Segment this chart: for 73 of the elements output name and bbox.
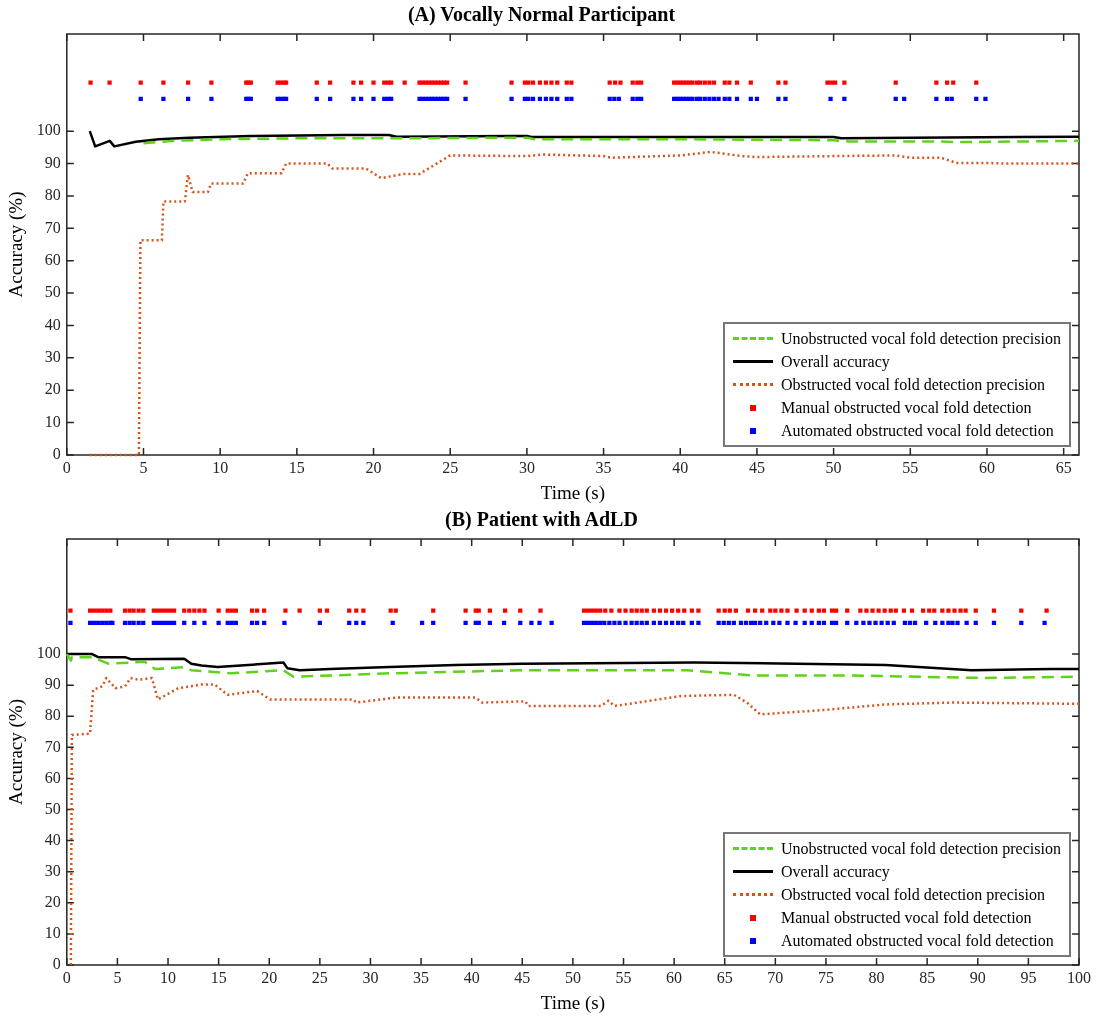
legend-label: Automated obstructed vocal fold detection xyxy=(781,421,1054,441)
x-tick-label: 100 xyxy=(1067,968,1091,986)
x-tick-label: 35 xyxy=(595,458,612,476)
legend-label: Overall accuracy xyxy=(781,352,890,373)
x-tick-label: 40 xyxy=(672,458,689,476)
x-tick-label: 70 xyxy=(767,968,784,986)
x-tick-label: 5 xyxy=(139,458,148,476)
x-tick-label: 50 xyxy=(825,458,842,476)
y-tick-label: 50 xyxy=(44,283,61,301)
x-axis-title: Time (s) xyxy=(540,991,606,1014)
x-tick-label: 50 xyxy=(564,968,581,986)
x-tick-label: 45 xyxy=(748,458,765,476)
x-tick-label: 80 xyxy=(868,968,885,986)
y-tick-label: 10 xyxy=(44,924,61,942)
x-tick-label: 20 xyxy=(365,458,382,476)
x-tick-label: 95 xyxy=(1020,968,1037,986)
y-tick-label: 90 xyxy=(44,153,61,171)
legend-label: Obstructed vocal fold detection precision xyxy=(781,375,1045,396)
y-tick-label: 90 xyxy=(44,675,61,693)
x-tick-label: 15 xyxy=(288,458,305,476)
y-tick-label: 100 xyxy=(36,644,61,662)
line-series xyxy=(69,676,1081,967)
legend-label: Manual obstructed vocal fold detection xyxy=(781,908,1032,928)
y-tick-label: 20 xyxy=(44,893,61,911)
y-tick-label: 100 xyxy=(36,121,61,139)
y-tick-label: 70 xyxy=(44,737,61,755)
x-tick-label: 25 xyxy=(311,968,328,986)
x-tick-label: 15 xyxy=(210,968,227,986)
x-tick-label: 35 xyxy=(413,968,430,986)
x-tick-label: 60 xyxy=(978,458,995,476)
x-tick-label: 75 xyxy=(817,968,834,986)
y-tick-label: 60 xyxy=(44,768,61,786)
y-tick-label: 80 xyxy=(44,186,61,204)
legend-label: Overall accuracy xyxy=(781,862,890,883)
y-tick-label: 30 xyxy=(44,861,61,879)
legend-label: Manual obstructed vocal fold detection xyxy=(781,398,1032,418)
y-tick-label: 20 xyxy=(44,380,61,398)
x-tick-label: 30 xyxy=(518,458,535,476)
x-tick-label: 45 xyxy=(514,968,531,986)
x-tick-label: 10 xyxy=(212,458,229,476)
x-tick-label: 55 xyxy=(902,458,919,476)
x-tick-label: 90 xyxy=(969,968,986,986)
y-tick-label: 60 xyxy=(44,250,61,268)
legend-label: Unobstructed vocal fold detection precision xyxy=(781,839,1061,860)
x-tick-label: 10 xyxy=(160,968,177,986)
chart-title: (B) Patient with AdLD xyxy=(445,508,638,532)
y-tick-label: 70 xyxy=(44,218,61,236)
legend-label: Automated obstructed vocal fold detection xyxy=(781,931,1054,951)
y-tick-label: 50 xyxy=(44,799,61,817)
x-tick-label: 25 xyxy=(442,458,459,476)
y-tick-label: 40 xyxy=(44,315,61,333)
y-axis-title: Accuracy (%) xyxy=(5,698,28,806)
y-tick-label: 30 xyxy=(44,348,61,366)
x-tick-label: 65 xyxy=(1055,458,1072,476)
y-tick-label: 80 xyxy=(44,706,61,724)
y-tick-label: 0 xyxy=(52,955,61,973)
x-tick-label: 60 xyxy=(666,968,683,986)
x-tick-label: 30 xyxy=(362,968,379,986)
x-tick-label: 5 xyxy=(113,968,122,986)
legend-label: Obstructed vocal fold detection precision xyxy=(781,885,1045,906)
line-series xyxy=(88,150,1081,457)
y-tick-label: 40 xyxy=(44,830,61,848)
x-tick-label: 85 xyxy=(919,968,936,986)
x-tick-label: 20 xyxy=(261,968,278,986)
x-tick-label: 40 xyxy=(463,968,480,986)
x-tick-label: 65 xyxy=(716,968,733,986)
y-tick-label: 10 xyxy=(44,412,61,430)
chart-title: (A) Vocally Normal Participant xyxy=(407,3,676,27)
x-axis-title: Time (s) xyxy=(540,481,606,504)
x-tick-label: 55 xyxy=(615,968,632,986)
legend-label: Unobstructed vocal fold detection precision xyxy=(781,329,1061,350)
y-axis-title: Accuracy (%) xyxy=(5,191,28,298)
y-tick-label: 0 xyxy=(52,445,61,463)
